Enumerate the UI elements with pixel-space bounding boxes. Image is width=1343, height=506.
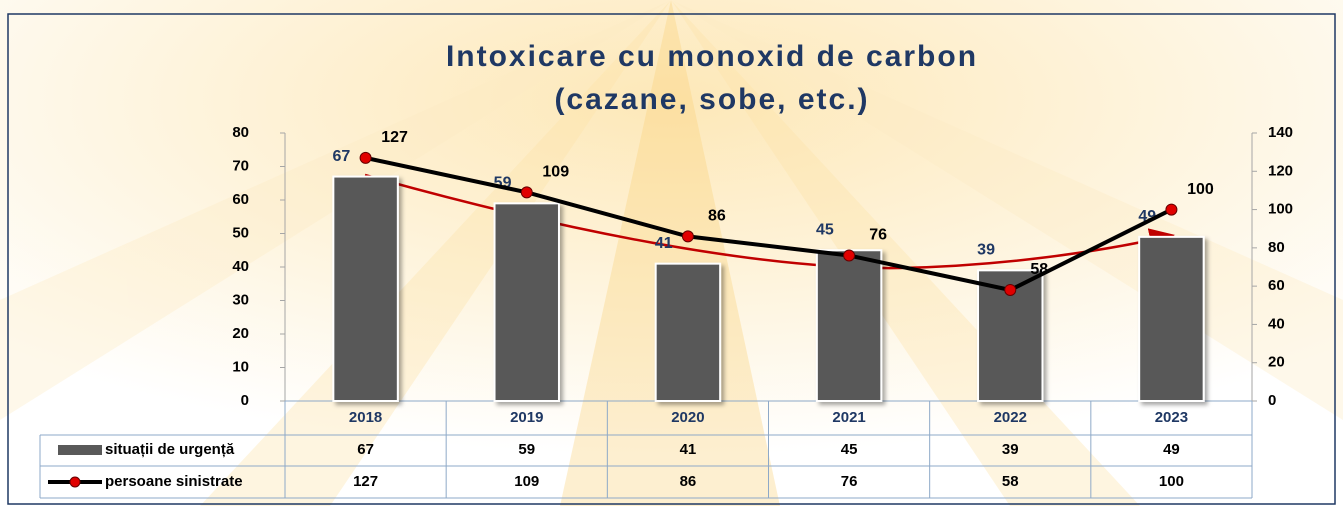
bar-value-label: 45 — [816, 221, 834, 238]
bar — [333, 177, 397, 401]
x-tick-label: 2019 — [510, 409, 543, 426]
y2-tick-label: 100 — [1268, 201, 1293, 218]
y-tick-label: 40 — [232, 258, 249, 275]
line-marker — [1005, 284, 1016, 295]
chart: Intoxicare cu monoxid de carbon (cazane,… — [0, 0, 1343, 506]
x-tick-label: 2023 — [1155, 409, 1188, 426]
x-tick-label: 2021 — [832, 409, 865, 426]
y-tick-label: 20 — [232, 325, 249, 342]
chart-title: Intoxicare cu monoxid de carbon — [446, 40, 978, 73]
table-cell: 109 — [514, 473, 539, 490]
x-tick-label: 2020 — [671, 409, 704, 426]
table-cell: 39 — [1002, 441, 1019, 458]
bar — [656, 264, 720, 401]
table-cell: 67 — [357, 441, 374, 458]
line-marker — [682, 231, 693, 242]
table-cell: 127 — [353, 473, 378, 490]
table-cell: 100 — [1159, 473, 1184, 490]
table-cell: 49 — [1163, 441, 1180, 458]
line-marker — [844, 250, 855, 261]
line-value-label: 86 — [708, 208, 726, 225]
line-value-label: 100 — [1187, 181, 1214, 198]
bar-value-label: 41 — [655, 235, 673, 252]
y-tick-label: 70 — [232, 157, 249, 174]
legend-swatch — [58, 445, 102, 455]
line-marker — [1166, 204, 1177, 215]
table-cell: 45 — [841, 441, 858, 458]
line-value-label: 58 — [1030, 261, 1048, 278]
y2-tick-label: 60 — [1268, 277, 1285, 294]
y2-tick-label: 120 — [1268, 162, 1293, 179]
table-cell: 86 — [680, 473, 697, 490]
bar — [495, 203, 559, 401]
legend-label: situații de urgență — [105, 441, 235, 458]
y-tick-label: 80 — [232, 124, 249, 141]
line-marker — [360, 152, 371, 163]
line-value-label: 76 — [869, 227, 887, 244]
table-cell: 58 — [1002, 473, 1019, 490]
table-cell: 76 — [841, 473, 858, 490]
y2-tick-label: 20 — [1268, 354, 1285, 371]
y-tick-label: 10 — [232, 358, 249, 375]
y-tick-label: 60 — [232, 191, 249, 208]
y-tick-label: 30 — [232, 291, 249, 308]
y-tick-label: 0 — [241, 392, 249, 409]
table-cell: 41 — [680, 441, 697, 458]
legend-label: persoane sinistrate — [105, 473, 243, 490]
legend-swatch-marker — [70, 477, 80, 487]
y2-tick-label: 0 — [1268, 392, 1276, 409]
x-tick-label: 2022 — [994, 409, 1027, 426]
bar — [1139, 237, 1203, 401]
line-value-label: 127 — [381, 129, 408, 146]
chart-subtitle: (cazane, sobe, etc.) — [554, 83, 869, 116]
bar — [817, 250, 881, 401]
y2-tick-label: 140 — [1268, 124, 1293, 141]
table-cell: 59 — [518, 441, 535, 458]
line-value-label: 109 — [542, 164, 569, 181]
y2-tick-label: 40 — [1268, 315, 1285, 332]
bar-value-label: 67 — [333, 148, 351, 165]
bar-value-label: 39 — [977, 242, 995, 259]
x-tick-label: 2018 — [349, 409, 382, 426]
line-marker — [521, 187, 532, 198]
y-tick-label: 50 — [232, 224, 249, 241]
y2-tick-label: 80 — [1268, 239, 1285, 256]
